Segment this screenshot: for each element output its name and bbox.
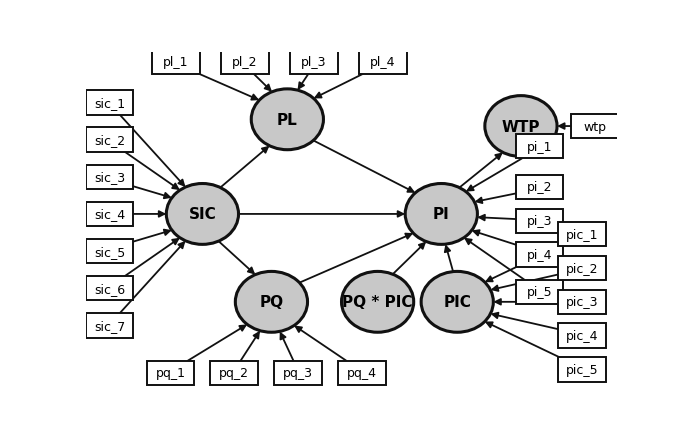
FancyBboxPatch shape — [558, 256, 606, 281]
FancyBboxPatch shape — [558, 357, 606, 382]
Text: PIC: PIC — [443, 295, 471, 310]
FancyBboxPatch shape — [516, 175, 563, 200]
Text: pic_1: pic_1 — [566, 228, 598, 241]
FancyBboxPatch shape — [516, 280, 563, 304]
FancyBboxPatch shape — [558, 290, 606, 314]
Ellipse shape — [166, 184, 238, 245]
FancyBboxPatch shape — [359, 50, 407, 75]
Text: pi_4: pi_4 — [527, 248, 552, 261]
Text: pi_2: pi_2 — [527, 181, 552, 194]
Text: sic_7: sic_7 — [94, 319, 125, 332]
FancyBboxPatch shape — [86, 314, 134, 338]
Ellipse shape — [421, 272, 493, 332]
Text: PI: PI — [433, 207, 449, 222]
Ellipse shape — [342, 272, 414, 332]
FancyBboxPatch shape — [86, 240, 134, 264]
FancyBboxPatch shape — [86, 128, 134, 152]
Text: pl_3: pl_3 — [301, 56, 327, 69]
Ellipse shape — [251, 90, 323, 150]
Text: PL: PL — [277, 113, 298, 127]
Text: pl_1: pl_1 — [163, 56, 188, 69]
Text: pic_4: pic_4 — [566, 329, 598, 343]
Text: pic_3: pic_3 — [566, 296, 598, 309]
FancyBboxPatch shape — [86, 202, 134, 226]
Text: pq_2: pq_2 — [219, 367, 249, 379]
Text: pl_2: pl_2 — [232, 56, 258, 69]
Text: sic_3: sic_3 — [94, 171, 125, 184]
Text: pq_4: pq_4 — [347, 367, 377, 379]
FancyBboxPatch shape — [274, 361, 322, 385]
FancyBboxPatch shape — [210, 361, 258, 385]
FancyBboxPatch shape — [290, 50, 338, 75]
FancyBboxPatch shape — [147, 361, 195, 385]
Text: pi_5: pi_5 — [527, 286, 552, 299]
FancyBboxPatch shape — [86, 276, 134, 301]
FancyBboxPatch shape — [516, 135, 563, 159]
Text: SIC: SIC — [188, 207, 216, 222]
FancyBboxPatch shape — [338, 361, 386, 385]
Text: pi_3: pi_3 — [527, 215, 552, 228]
Text: wtp: wtp — [584, 120, 607, 133]
FancyBboxPatch shape — [571, 115, 619, 139]
Text: pic_2: pic_2 — [566, 262, 598, 275]
FancyBboxPatch shape — [558, 223, 606, 247]
FancyBboxPatch shape — [221, 50, 269, 75]
Text: sic_4: sic_4 — [94, 208, 125, 221]
Text: pq_3: pq_3 — [283, 367, 313, 379]
FancyBboxPatch shape — [152, 50, 200, 75]
Text: pic_5: pic_5 — [566, 363, 598, 376]
FancyBboxPatch shape — [516, 243, 563, 267]
FancyBboxPatch shape — [516, 209, 563, 233]
FancyBboxPatch shape — [86, 91, 134, 115]
Ellipse shape — [485, 96, 557, 157]
Text: sic_1: sic_1 — [94, 97, 125, 110]
Text: pq_1: pq_1 — [155, 367, 186, 379]
Text: PQ * PIC: PQ * PIC — [342, 295, 413, 310]
Text: sic_5: sic_5 — [94, 245, 125, 258]
FancyBboxPatch shape — [558, 324, 606, 348]
Ellipse shape — [406, 184, 477, 245]
Text: pi_1: pi_1 — [527, 141, 552, 153]
Text: PQ: PQ — [260, 295, 284, 310]
Text: pl_4: pl_4 — [370, 56, 396, 69]
FancyBboxPatch shape — [86, 165, 134, 190]
Ellipse shape — [236, 272, 308, 332]
Text: sic_2: sic_2 — [94, 134, 125, 147]
Text: sic_6: sic_6 — [94, 282, 125, 295]
Text: WTP: WTP — [501, 119, 540, 134]
